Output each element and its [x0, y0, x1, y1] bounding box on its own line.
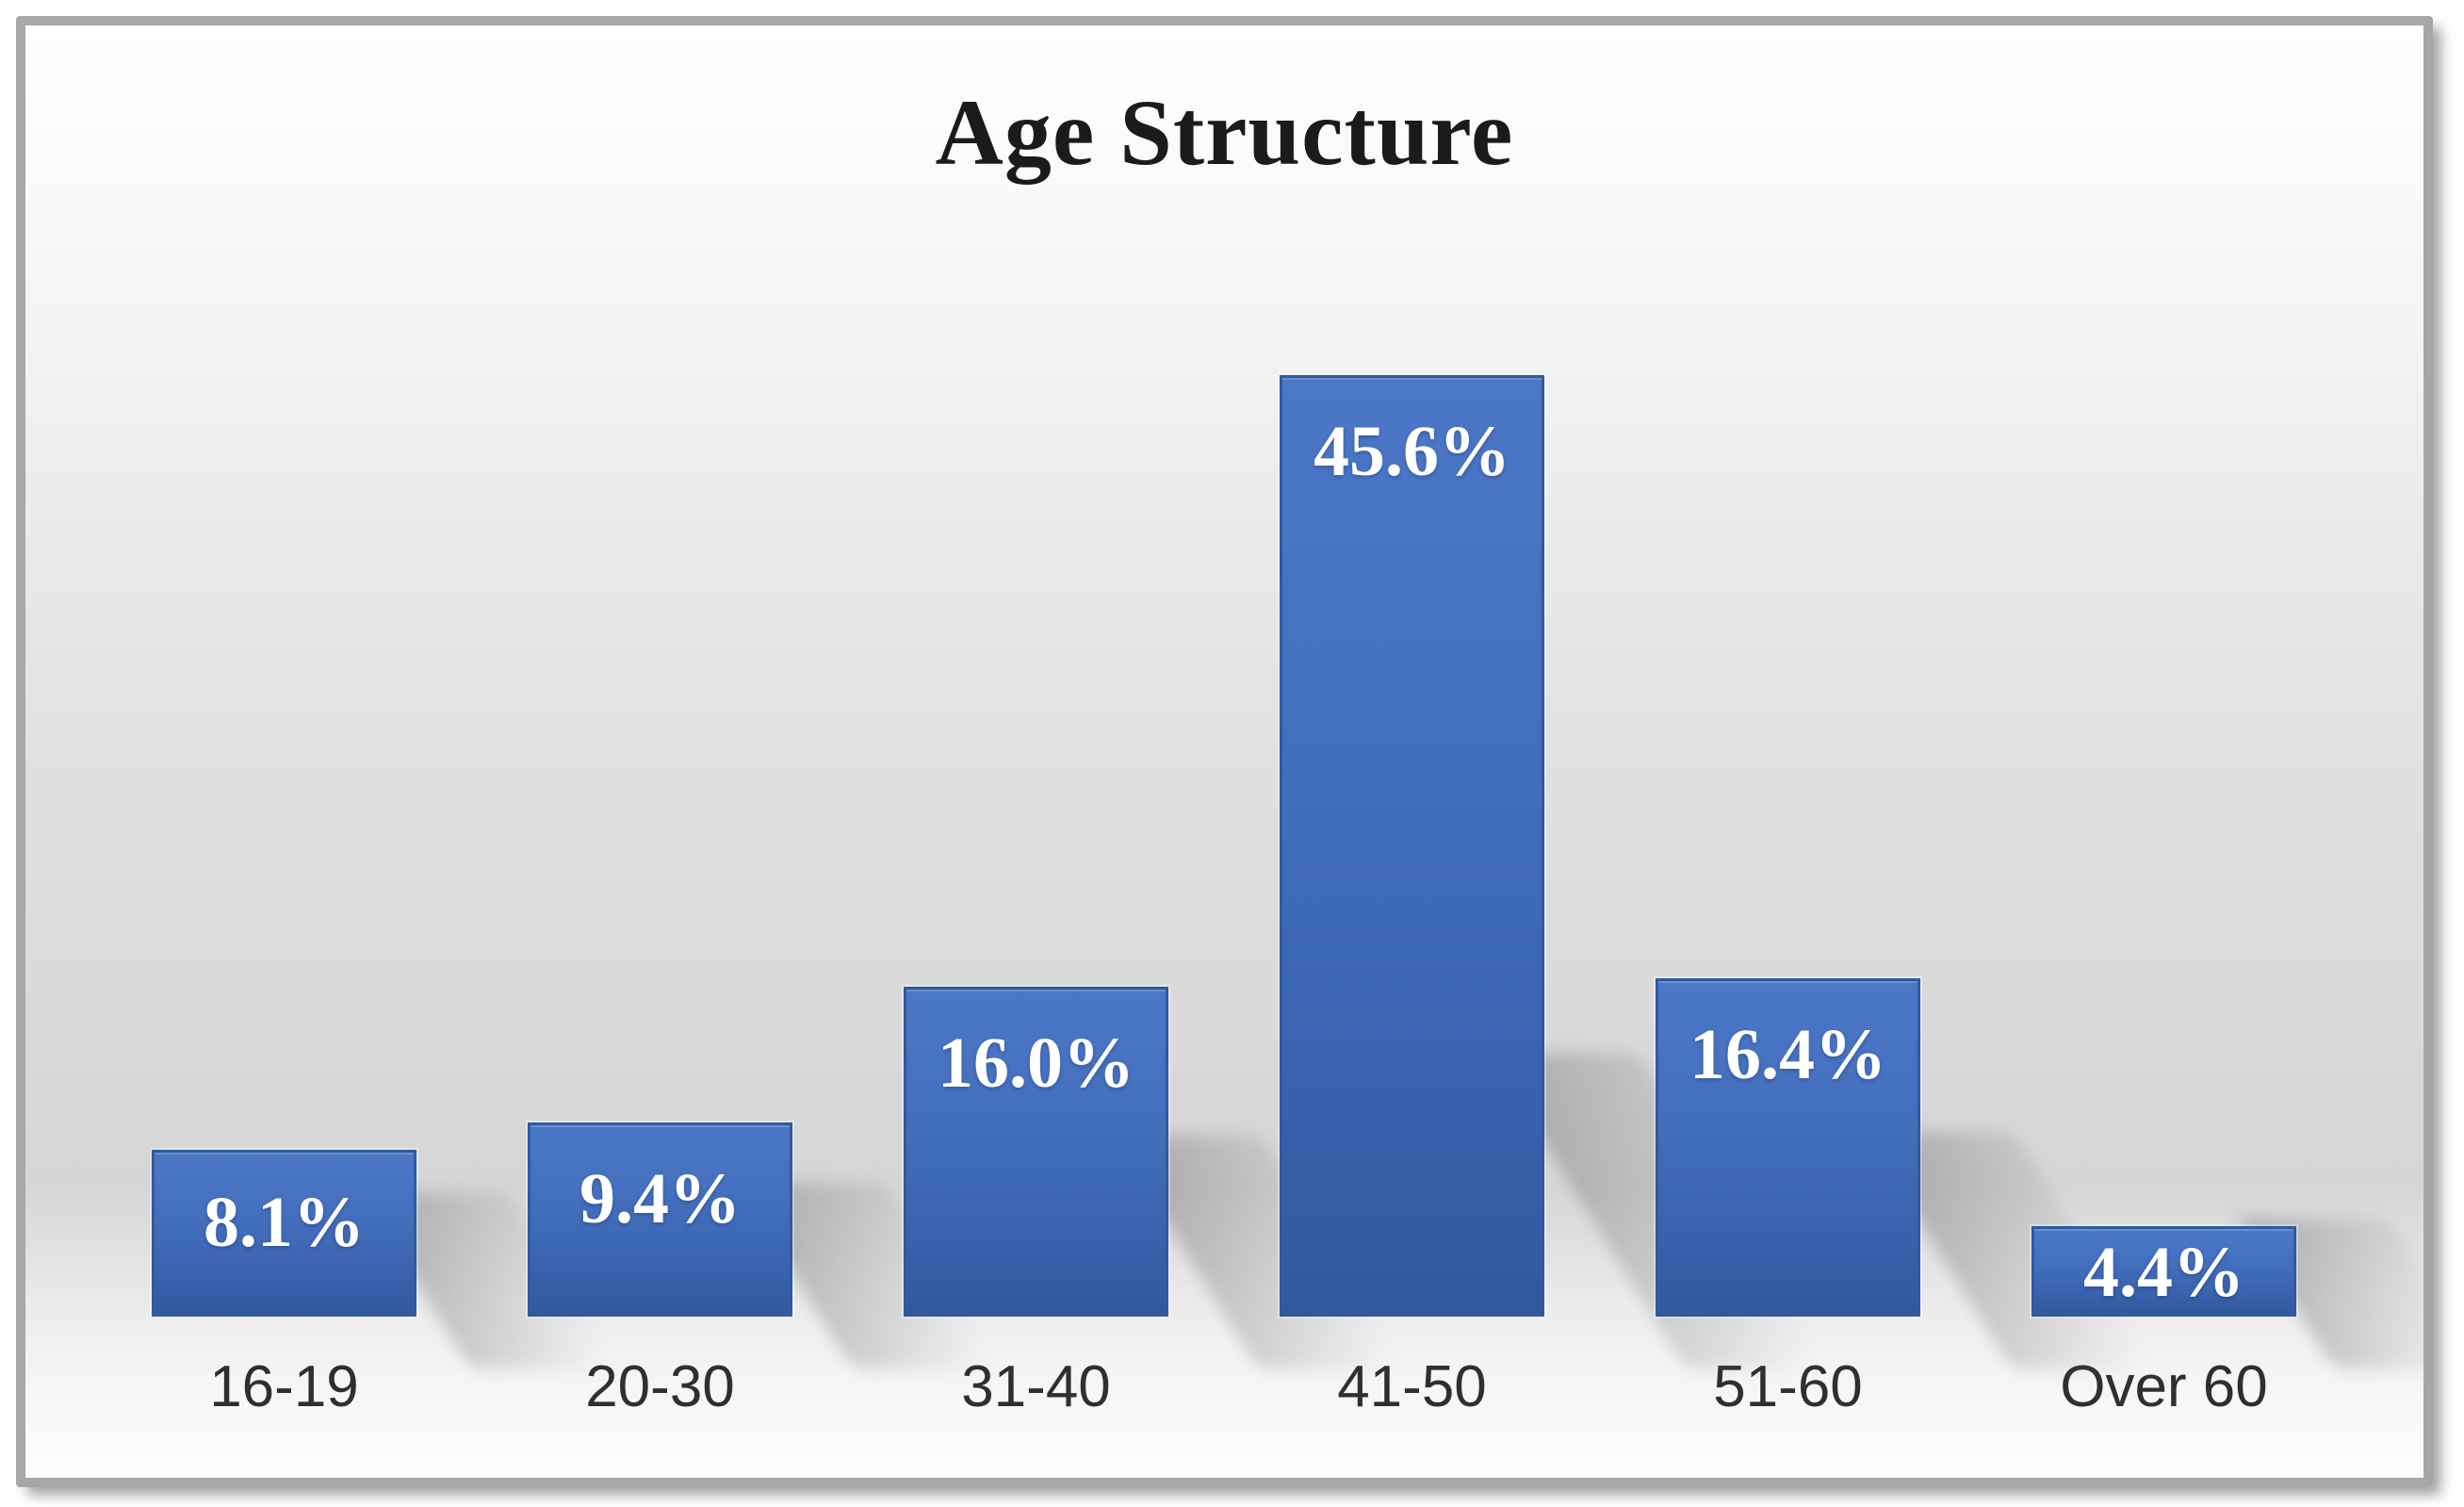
category-label: 41-50: [1337, 1354, 1487, 1419]
plot-area: 8.1% 16-19 9.4% 20-30 16.0% 31-40 45.6% 41-50 16…: [25, 25, 2423, 1478]
bar-value-label: 45.6%: [1314, 412, 1510, 492]
bar-16-19: 8.1%: [152, 1149, 416, 1317]
bar-value-label: 8.1%: [204, 1183, 365, 1263]
bar-value-label: 16.0%: [938, 1023, 1134, 1103]
bar-value-label: 4.4%: [2083, 1233, 2244, 1313]
category-label: Over 60: [2060, 1354, 2268, 1419]
category-label: 31-40: [961, 1354, 1111, 1419]
bar-41-50: 45.6%: [1280, 375, 1544, 1317]
bar-20-30: 9.4%: [528, 1122, 792, 1317]
category-label: 51-60: [1713, 1354, 1863, 1419]
chart-title: Age Structure: [935, 80, 1514, 185]
bar-51-60: 16.4%: [1656, 977, 1920, 1317]
bar-Over 60: 4.4%: [2032, 1225, 2296, 1317]
bar-value-label: 16.4%: [1689, 1014, 1886, 1094]
bar-31-40: 16.0%: [904, 986, 1168, 1317]
chart-frame: Age Structure 8.1% 16-19 9.4% 20-30 16.0% 31-…: [16, 16, 2433, 1487]
category-label: 20-30: [585, 1354, 735, 1419]
category-label: 16-19: [209, 1354, 359, 1419]
bar-value-label: 9.4%: [579, 1159, 741, 1239]
